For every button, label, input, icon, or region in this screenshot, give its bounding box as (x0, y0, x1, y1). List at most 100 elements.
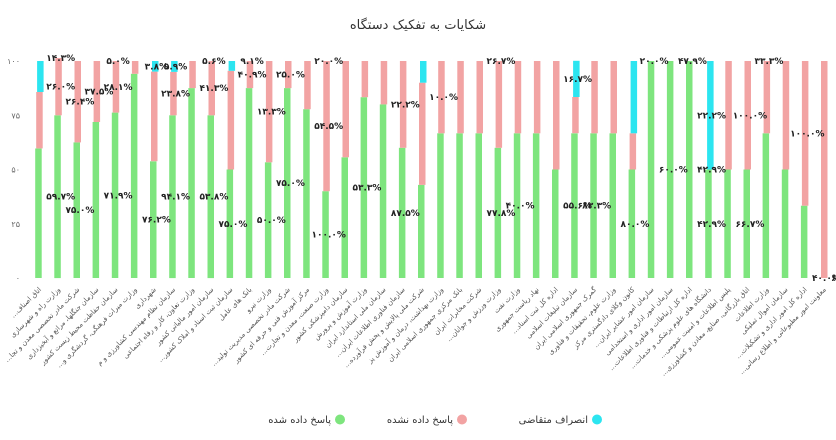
data-label: ۷۷.۸% (487, 209, 516, 219)
bar-segment (265, 61, 273, 163)
data-label: ۲۶.۷% (487, 57, 516, 67)
data-label: ۴۲.۹% (697, 220, 726, 230)
bar-segment (170, 71, 177, 116)
legend-label: انصراف متقاضی (519, 415, 588, 426)
bar-segment (456, 133, 463, 278)
y-tick-label: ۱۰۰ (7, 57, 20, 66)
data-label: ۱۶.۷% (563, 75, 592, 85)
data-label: ۷۵.۰% (276, 179, 305, 189)
bar-segment (572, 97, 579, 134)
data-label: ۲۰.۰% (640, 57, 669, 67)
bar-segment (380, 61, 388, 105)
data-label: ۸۷.۵% (391, 209, 420, 219)
bar-segment (379, 104, 387, 279)
bar-segment (630, 61, 638, 134)
bar-segment (610, 61, 617, 134)
bar-segment (303, 109, 310, 278)
data-label: ۱۰.۰% (429, 93, 458, 103)
data-label: ۷۱.۹% (104, 191, 133, 201)
bar-segment (782, 61, 790, 170)
data-label: ۲۳.۸% (161, 90, 190, 100)
bar-segment (513, 133, 521, 278)
bar-segment (208, 61, 215, 116)
bar-segment (495, 61, 503, 148)
bar-segment (590, 133, 597, 278)
data-label: ۱۰۰.۰% (790, 129, 824, 139)
bar-segment (54, 115, 61, 279)
bar-segment (609, 133, 616, 278)
bar-segment (323, 61, 330, 192)
bar-segment (151, 71, 158, 162)
bar-segment (705, 169, 712, 278)
bar-segment (419, 82, 426, 185)
bar-segment (322, 191, 329, 278)
data-label: ۲۲.۲% (391, 100, 420, 110)
bar-segment (800, 205, 808, 278)
y-tick-label: ۷۵ (11, 111, 20, 120)
bar-segment (35, 148, 42, 278)
data-label: ۳۷.۵% (85, 88, 114, 98)
bar-segment (228, 61, 236, 71)
data-label: ۵.۹% (164, 62, 187, 72)
data-labels: ۵۹.۷% ۲۶.۰% ۲۶.۴% ۱۴.۳% ۷۵.۰% ۳۷.۵% ۵.۰% ۷۱.۹% ۲… (46, 54, 836, 284)
data-label: ۳.۸% (145, 62, 168, 72)
bar-segment (227, 70, 235, 170)
bar-segment (93, 61, 101, 122)
bar-segment (628, 169, 636, 278)
bar-segment (246, 61, 254, 89)
bar-segment (591, 61, 598, 134)
data-label: ۵.۶% (202, 57, 225, 67)
data-label: ۸۳.۳% (582, 202, 611, 212)
data-label: ۴۰.۰% (812, 274, 836, 284)
bar-segment (188, 88, 195, 278)
bar-segment (438, 61, 445, 134)
bar-segment (801, 61, 809, 206)
data-label: ۵۹.۷% (46, 193, 75, 203)
bar-segment (264, 162, 272, 278)
data-label: ۲۶.۰% (46, 83, 75, 93)
bar-segment (171, 61, 178, 72)
y-tick-label: ۵۰ (11, 166, 20, 175)
bar-segment (55, 58, 62, 116)
bar-segment (112, 61, 120, 113)
bar-segment (73, 142, 80, 278)
chart-title: شکایات به تفکیک دستگاه (350, 17, 486, 33)
bar-segment (762, 133, 770, 278)
y-axis-ticks: ۰ ۲۵ ۵۰ ۷۵ ۱۰۰ (7, 57, 20, 283)
bar-segment (226, 169, 234, 278)
data-label: ۲۸.۱% (104, 83, 133, 93)
legend-swatch (457, 414, 467, 425)
bar-segment (169, 115, 176, 279)
bar-segment (152, 61, 159, 72)
data-label: ۲۲.۲% (697, 111, 726, 121)
bar-segment (74, 61, 81, 143)
legend-label: پاسخ داده شده (268, 415, 331, 426)
bar-segment (666, 61, 674, 278)
bar-segment (398, 147, 406, 278)
data-label: ۹۴.۱% (161, 193, 190, 203)
bar-segment (420, 61, 427, 83)
data-label: ۲۶.۴% (65, 98, 94, 108)
bar-segment (150, 161, 157, 278)
data-label: ۵.۰% (106, 57, 129, 67)
legend-swatch (592, 414, 602, 425)
bar-segment (744, 61, 751, 170)
bar-segment (437, 133, 444, 278)
bar-segment (342, 61, 349, 158)
bar-segment (36, 92, 43, 149)
bar-segment (743, 169, 750, 278)
bar-segment (781, 169, 789, 278)
data-label: ۵۵.۶% (563, 202, 592, 212)
bar-segment (532, 133, 540, 278)
data-label: ۱۳.۳% (257, 108, 286, 118)
legend: پاسخ داده شده پاسخ داده نشده انصراف متقاضی (268, 414, 602, 426)
bar-segment (304, 61, 311, 110)
bar-segment (399, 61, 407, 148)
bar-segment (725, 61, 732, 170)
data-label: ۴۰.۹% (238, 71, 267, 81)
legend-label: پاسخ داده نشده (387, 415, 453, 426)
bar-segment (552, 169, 559, 278)
bar-segment (494, 147, 502, 278)
data-label: ۴۰.۰% (506, 202, 535, 212)
